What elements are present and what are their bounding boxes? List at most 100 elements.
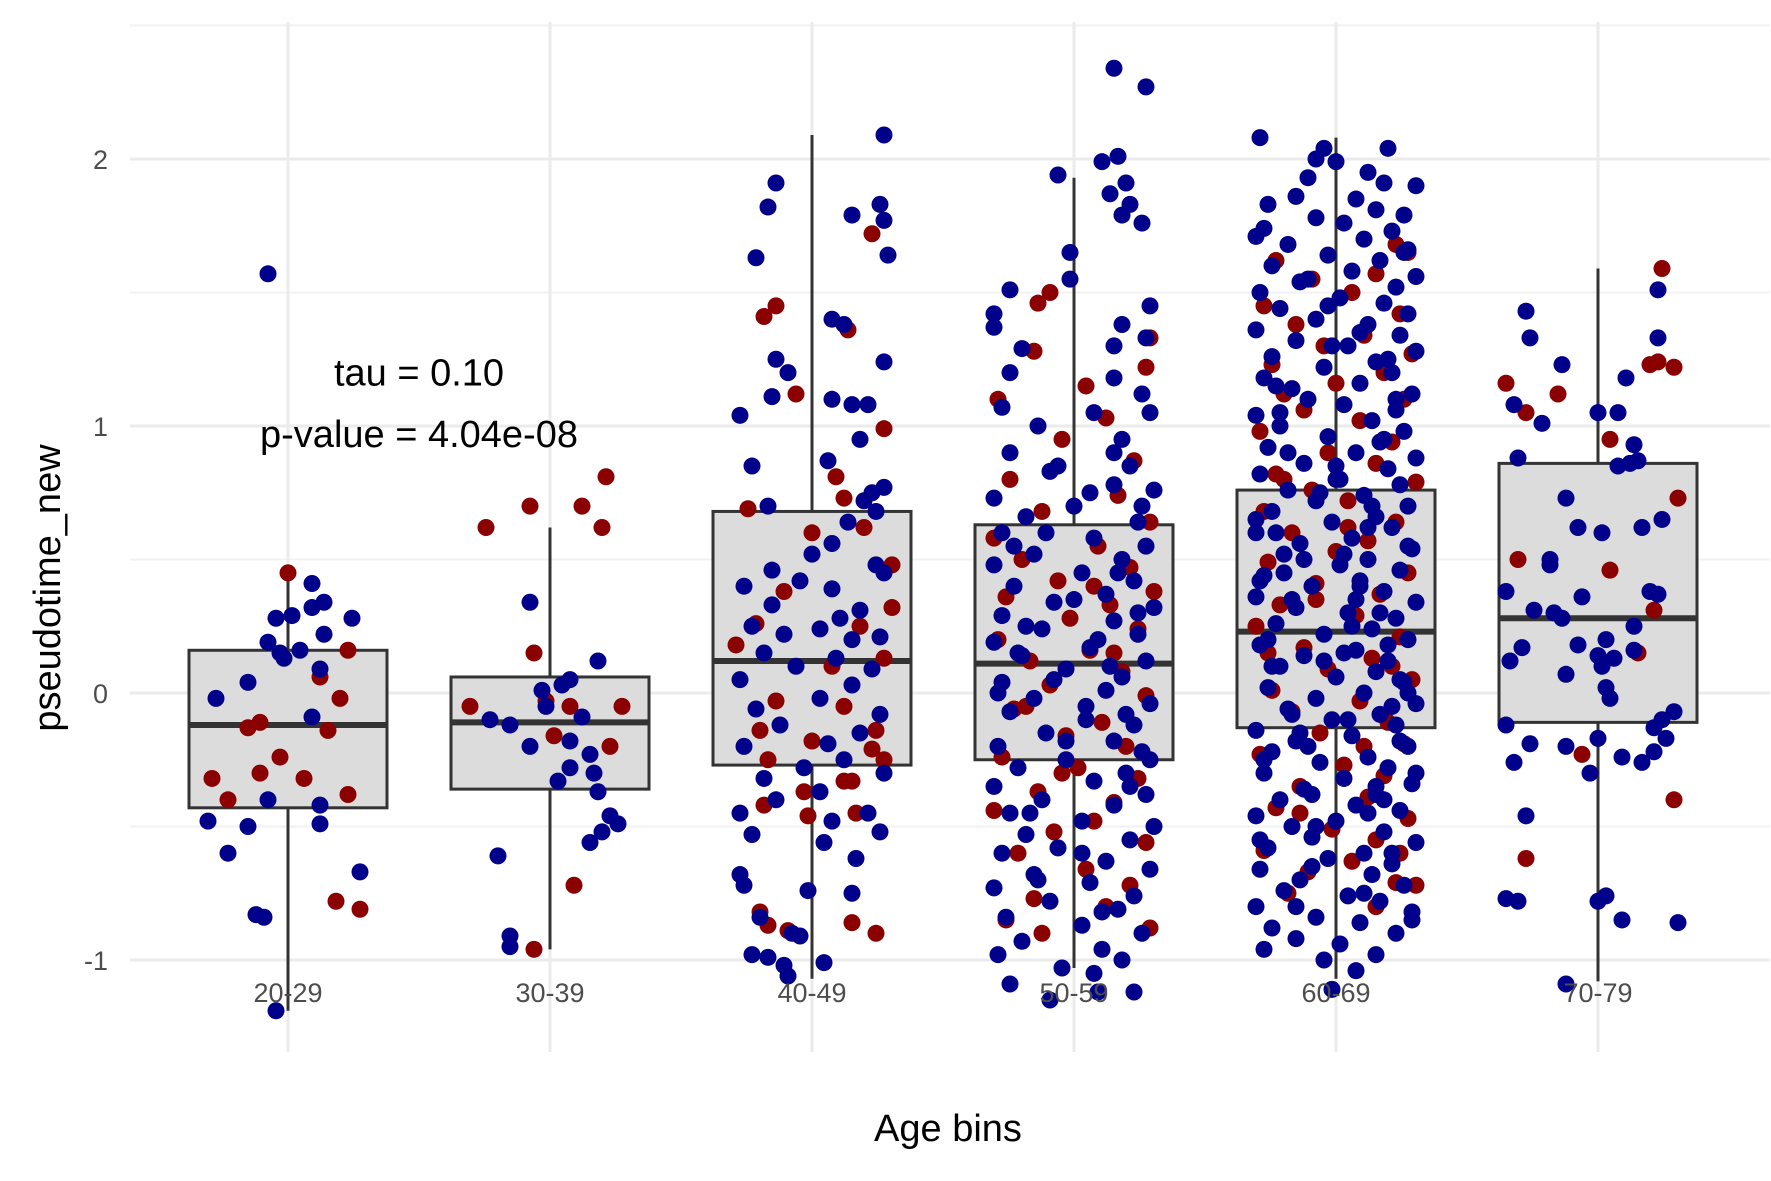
data-point-blue [549,772,567,790]
data-point-blue [759,198,777,216]
data-point-blue [1363,497,1381,515]
data-point-blue [207,689,225,707]
data-point-red [1363,649,1381,667]
data-point-blue [799,882,817,900]
data-point-blue [1613,748,1631,766]
data-point-red [775,583,793,601]
data-point-blue [1267,524,1285,542]
data-point-blue [1145,818,1163,835]
data-point-red [1033,502,1051,520]
data-point-blue [1073,812,1091,830]
y-tick-label: 2 [93,145,108,175]
x-axis-title: Age bins [874,1108,1022,1150]
data-point-blue [1275,564,1293,582]
x-tick-label: 20-29 [253,978,322,1008]
data-point-blue [1383,844,1401,862]
data-point-blue [1041,892,1059,910]
y-axis-title: pseudotime_new [27,444,69,732]
data-point-blue [875,564,893,582]
data-point-blue [1395,206,1413,224]
data-point-blue [847,850,865,868]
data-point-red [351,900,369,918]
data-point-blue [1343,529,1361,547]
data-point-blue [1553,356,1571,374]
data-point-blue [747,700,765,718]
data-point-blue [1645,743,1663,761]
data-point-blue [1497,716,1515,734]
data-point-blue [1105,59,1123,77]
x-tick-label: 40-49 [777,978,846,1008]
data-point-red [883,599,901,617]
data-point-blue [985,556,1003,574]
data-point-blue [779,967,797,985]
points-60-69 [1247,129,1425,998]
data-point-blue [1625,641,1643,659]
data-point-red [863,740,881,758]
points-40-49 [727,126,901,985]
data-point-blue [1375,583,1393,601]
data-point-blue [1653,510,1671,528]
data-point-blue [1319,246,1337,264]
data-point-blue [1093,903,1111,921]
data-point-blue [1287,332,1305,350]
data-point-blue [1141,860,1159,878]
data-point-red [521,497,539,515]
box-layer [187,134,1699,1011]
data-point-blue [1363,412,1381,430]
data-point-blue [843,884,861,902]
data-point-blue [303,708,321,726]
data-point-blue [859,804,877,822]
data-point-blue [1553,609,1571,627]
data-point-blue [1049,457,1067,475]
data-point-blue [199,812,217,830]
data-point-red [339,785,357,803]
data-point-blue [851,430,869,448]
data-point-blue [985,879,1003,897]
data-point-blue [1097,852,1115,870]
data-point-red [597,468,615,486]
data-point-blue [1255,764,1273,782]
data-point-blue [875,764,893,782]
x-tick-label: 60-69 [1301,978,1370,1008]
data-point-blue [1057,751,1075,769]
data-point-blue [1287,930,1305,948]
y-tick-labels: -1 0 1 2 [84,145,108,976]
data-point-blue [1065,591,1083,609]
data-point-blue [1367,201,1385,219]
data-point-blue [1251,572,1269,590]
data-point-blue [1137,537,1155,555]
data-point-blue [1271,417,1289,435]
data-point-blue [1001,444,1019,462]
data-point-red [1291,804,1309,822]
data-point-red [1327,374,1345,392]
data-point-blue [1323,337,1341,355]
data-point-blue [763,561,781,579]
data-point-blue [291,641,309,659]
data-point-blue [1133,924,1151,942]
data-point-blue [1021,804,1039,822]
data-point-red [339,641,357,659]
data-point-blue [1375,174,1393,192]
data-point-blue [1057,660,1075,678]
data-point-red [327,892,345,910]
data-point-blue [1105,369,1123,387]
data-point-red [799,807,817,825]
data-point-blue [1383,364,1401,382]
data-point-blue [871,705,889,723]
data-point-blue [1407,593,1425,611]
data-point-blue [1613,911,1631,929]
data-point-blue [533,681,551,699]
data-point-blue [1395,876,1413,894]
data-point-blue [1327,153,1345,171]
data-point-blue [1513,639,1531,657]
data-point-blue [823,812,841,830]
x-tick-label: 30-39 [515,978,584,1008]
data-point-blue [775,625,793,643]
data-point-red [319,721,337,739]
data-point-blue [1081,484,1099,502]
data-point-blue [521,593,539,611]
data-point-red [1517,404,1535,422]
data-point-red [239,719,257,737]
data-point-blue [1407,177,1425,195]
data-point-blue [1307,689,1325,707]
